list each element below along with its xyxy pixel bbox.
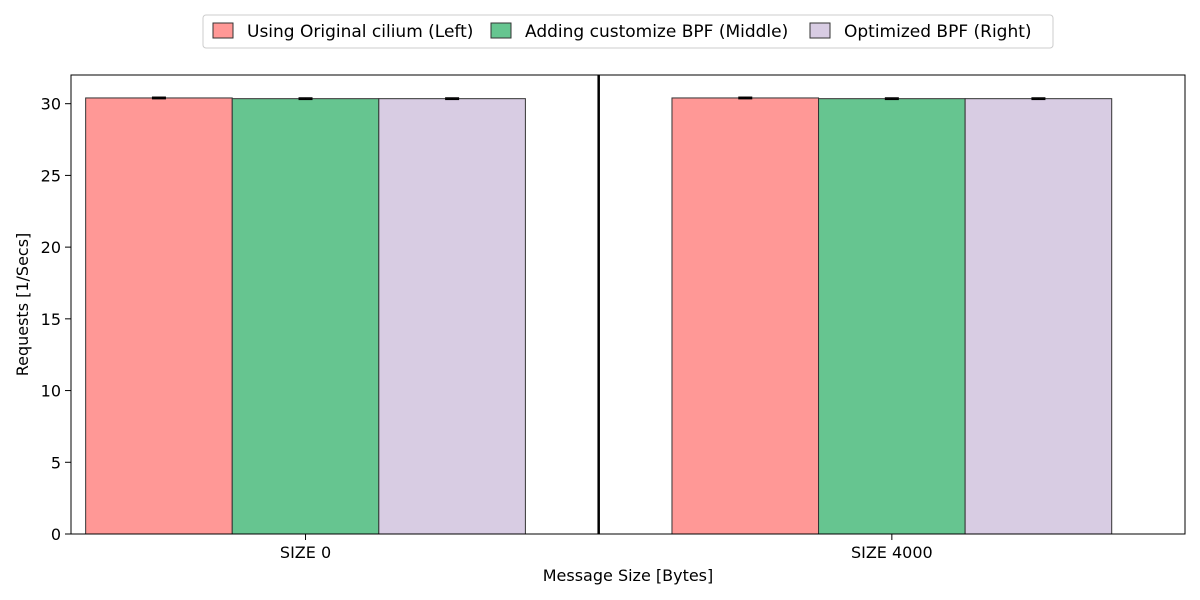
y-tick-label-5: 5: [51, 453, 61, 472]
bar-3-1: [378, 98, 526, 535]
y-tick-label-10: 10: [41, 382, 61, 401]
legend-swatch-2: [490, 22, 512, 39]
legend-label-2: Adding customize BPF (Middle): [525, 22, 788, 42]
bar-2-1: [231, 98, 380, 535]
y-tick-label-20: 20: [41, 238, 61, 257]
legend-swatch-1: [212, 22, 234, 39]
y-tick-label-30: 30: [41, 95, 61, 114]
x-tick-label-2: SIZE 4000: [851, 543, 933, 562]
legend-box: [202, 14, 1054, 49]
plot-frame: [70, 74, 1186, 535]
legend: Using Original cilium (Left) Adding custo…: [202, 14, 1054, 49]
y-axis-label: Requests [1/Secs]: [13, 233, 32, 377]
bar-3-2: [964, 98, 1113, 535]
x-tick-label-1: SIZE 0: [280, 543, 331, 562]
y-tick-label-15: 15: [41, 310, 61, 329]
bars: [85, 97, 1113, 535]
y-tick-label-25: 25: [41, 166, 61, 185]
bar-2-2: [818, 98, 966, 535]
y-tick-label-0: 0: [51, 525, 61, 544]
x-axis: SIZE 0 SIZE 4000: [280, 534, 933, 562]
bar-1-1: [85, 97, 233, 535]
legend-swatch-3: [809, 22, 831, 39]
legend-label-1: Using Original cilium (Left): [247, 22, 473, 42]
legend-label-3: Optimized BPF (Right): [844, 22, 1032, 42]
error-bars: [151, 96, 1046, 101]
y-axis: 0 5 10 15 20 25 30: [41, 95, 71, 544]
x-axis-label: Message Size [Bytes]: [543, 566, 714, 585]
bar-1-2: [671, 97, 820, 535]
